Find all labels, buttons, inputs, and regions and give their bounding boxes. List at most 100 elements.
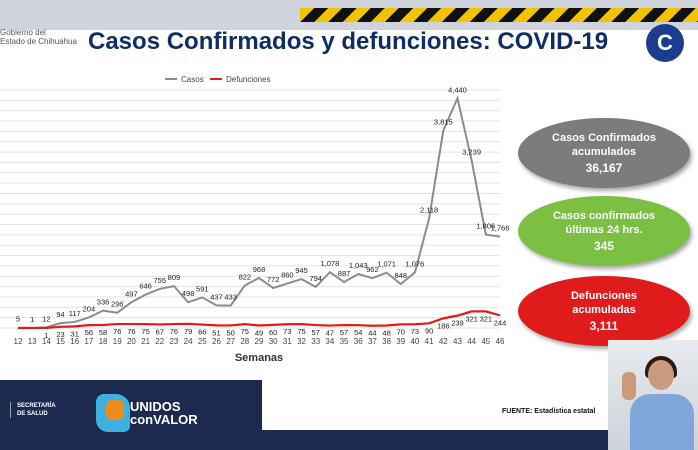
data-label: 1,076 bbox=[406, 259, 425, 268]
data-label: 76 bbox=[127, 327, 135, 336]
acumulados-value: 36,167 bbox=[585, 161, 623, 175]
data-label: 90 bbox=[425, 326, 433, 335]
brand-line-1: UNIDOS bbox=[130, 399, 181, 414]
footer-bar bbox=[262, 430, 698, 450]
data-label: 76 bbox=[113, 327, 121, 336]
data-label: 772 bbox=[267, 275, 280, 284]
data-label: 76 bbox=[170, 327, 178, 336]
top-banner bbox=[0, 0, 698, 30]
brand-line-2: conVALOR bbox=[130, 412, 198, 427]
data-label: 3,239 bbox=[462, 147, 481, 156]
x-tick-label: 17 bbox=[84, 337, 93, 346]
channel-logo-icon: C bbox=[646, 24, 684, 62]
x-tick-label: 27 bbox=[226, 337, 235, 346]
series-line-casos bbox=[17, 95, 501, 329]
legend-entry: Defunciones bbox=[226, 75, 270, 84]
data-label: 1,766 bbox=[491, 224, 510, 233]
x-tick-label: 18 bbox=[99, 337, 108, 346]
data-label: 57 bbox=[340, 328, 348, 337]
x-tick-label: 31 bbox=[283, 337, 292, 346]
data-label: 860 bbox=[281, 271, 294, 280]
data-label: 239 bbox=[451, 319, 464, 328]
data-label: 962 bbox=[366, 265, 379, 274]
summary-acumulados: Casos Confirmados acumulados 36,167 bbox=[518, 118, 690, 188]
data-label: 848 bbox=[395, 271, 408, 280]
footer-banner: SECRETARÍA DE SALUD UNIDOS conVALOR bbox=[0, 380, 262, 450]
data-label: 75 bbox=[241, 327, 249, 336]
summary-ultimas-24h: Casos confirmados últimas 24 hrs. 345 bbox=[518, 196, 690, 266]
data-label: 3,815 bbox=[434, 118, 453, 127]
x-tick-label: 23 bbox=[169, 337, 178, 346]
x-tick-label: 24 bbox=[184, 337, 193, 346]
x-tick-label: 39 bbox=[396, 337, 405, 346]
data-label: 498 bbox=[182, 289, 195, 298]
ultimas-label-2: últimas 24 hrs. bbox=[565, 224, 643, 236]
data-label: 321 bbox=[465, 314, 478, 323]
x-tick-label: 32 bbox=[297, 337, 306, 346]
data-label: 1,806 bbox=[476, 222, 495, 231]
data-label: 794 bbox=[309, 274, 322, 283]
acumulados-label-1: Casos Confirmados bbox=[552, 132, 656, 144]
data-label: 75 bbox=[297, 327, 305, 336]
data-label: 186 bbox=[437, 321, 450, 330]
data-label: 497 bbox=[125, 289, 138, 298]
x-tick-label: 13 bbox=[28, 337, 37, 346]
x-tick-label: 16 bbox=[70, 337, 79, 346]
data-label: 49 bbox=[255, 328, 263, 337]
data-label: 57 bbox=[312, 328, 320, 337]
data-label: 822 bbox=[239, 272, 252, 281]
data-label: 23 bbox=[56, 330, 64, 339]
data-label: 336 bbox=[97, 298, 110, 307]
data-label: 321 bbox=[480, 314, 493, 323]
x-tick-label: 43 bbox=[453, 337, 462, 346]
ultimas-value: 345 bbox=[593, 239, 615, 253]
data-label: 646 bbox=[139, 282, 152, 291]
data-label: 56 bbox=[85, 328, 93, 337]
interpreter-head bbox=[648, 360, 674, 390]
data-label: 887 bbox=[338, 269, 351, 278]
x-tick-label: 44 bbox=[467, 337, 476, 346]
state-map-accent-icon bbox=[106, 400, 124, 420]
data-label: 47 bbox=[326, 329, 334, 338]
x-tick-label: 19 bbox=[113, 337, 122, 346]
secretaria-line-1: SECRETARÍA bbox=[17, 403, 56, 409]
defunciones-label-2: acumuladas bbox=[572, 304, 636, 316]
data-label: 12 bbox=[42, 314, 50, 323]
data-label: 117 bbox=[69, 309, 81, 318]
data-label: 73 bbox=[283, 327, 291, 336]
gov-line-1: Gobierno del bbox=[0, 28, 46, 37]
covid-line-chart: 12 13 14 15 16 17 18 19 20 21 22 23 24 25 26 27 28 29 30 31… bbox=[0, 75, 510, 364]
brand-logo-text: UNIDOS conVALOR bbox=[130, 400, 198, 426]
data-label: 31 bbox=[71, 329, 79, 338]
defunciones-label-1: Defunciones bbox=[570, 290, 637, 302]
data-label: 809 bbox=[168, 273, 181, 282]
data-label: 4,440 bbox=[448, 85, 467, 94]
x-tick-label: 34 bbox=[325, 337, 334, 346]
x-tick-label: 22 bbox=[155, 337, 164, 346]
data-label: 945 bbox=[295, 266, 308, 275]
source-note: FUENTE: Estadística estatal bbox=[502, 408, 596, 415]
x-tick-label: 36 bbox=[354, 337, 363, 346]
hazard-stripe bbox=[300, 8, 698, 22]
legend-entry: Casos bbox=[181, 75, 204, 84]
data-label: 5 bbox=[16, 315, 20, 324]
data-label: 1 bbox=[30, 315, 34, 324]
data-label: 244 bbox=[494, 318, 507, 327]
x-tick-label: 35 bbox=[340, 337, 349, 346]
data-label: 44 bbox=[368, 329, 376, 338]
data-label: 51 bbox=[212, 328, 220, 337]
data-label: 67 bbox=[156, 328, 164, 337]
ultimas-label-1: Casos confirmados bbox=[552, 210, 656, 222]
data-label: 54 bbox=[354, 328, 362, 337]
defunciones-value: 3,111 bbox=[589, 319, 619, 333]
series-line-defunciones bbox=[18, 310, 501, 330]
x-tick-label: 25 bbox=[198, 337, 207, 346]
sign-language-interpreter-video bbox=[608, 340, 698, 450]
data-label: 60 bbox=[269, 328, 277, 337]
data-label: 73 bbox=[411, 327, 419, 336]
data-label: 1,071 bbox=[377, 260, 396, 269]
data-label: 1 bbox=[44, 331, 48, 340]
data-label: 50 bbox=[226, 328, 234, 337]
data-label: 968 bbox=[253, 265, 266, 274]
data-label: 591 bbox=[196, 284, 209, 293]
